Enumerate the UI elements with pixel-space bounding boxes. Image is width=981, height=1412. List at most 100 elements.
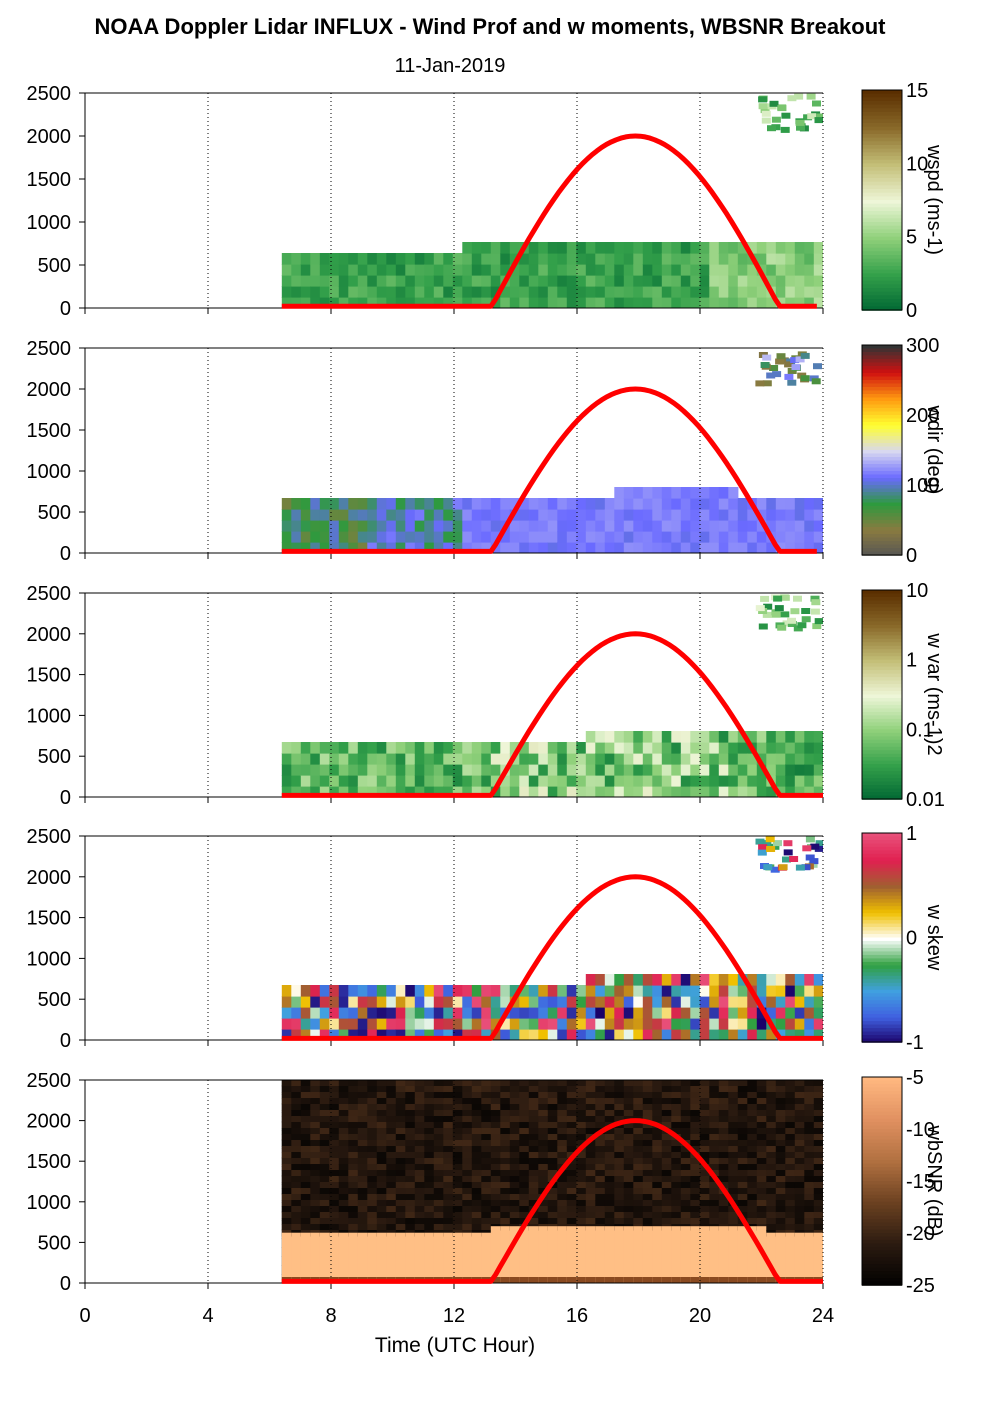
- colorbar-segment: [862, 366, 902, 371]
- colorbar-segment: [862, 902, 902, 907]
- colorbar: 0 100 200 300 wdir (deg): [861, 335, 945, 567]
- colorbar-segment: [862, 520, 902, 525]
- colorbar-segment: [862, 196, 902, 201]
- colorbar-segment: [862, 126, 902, 132]
- colorbar-segment: [862, 1187, 902, 1193]
- colorbar-segment: [862, 394, 902, 399]
- colorbar-segment: [862, 273, 902, 278]
- colorbar-tick-label: -10: [906, 1119, 935, 1141]
- colorbar-segment: [862, 207, 902, 212]
- colorbar-segment: [862, 836, 902, 841]
- colorbar-segment: [862, 404, 902, 409]
- colorbar-segment: [862, 940, 902, 946]
- colorbar-segment: [862, 1024, 902, 1029]
- colorbar-tick-label: 10: [906, 580, 928, 602]
- colorbar-segment: [862, 1080, 902, 1085]
- colorbar-tick-label: -1: [906, 1032, 924, 1054]
- colorbar-segment: [862, 753, 902, 758]
- colorbar-segment: [862, 645, 902, 651]
- colorbar-segment: [862, 551, 902, 556]
- colorbar-segment: [862, 1281, 902, 1286]
- panel-wspd: 0 500 1000 1500 2000 2500 0 5 10 15 wspd (ms-1): [27, 80, 946, 322]
- colorbar-segment: [862, 1236, 902, 1241]
- colorbar-segment: [862, 302, 902, 308]
- colorbar-segment: [862, 530, 902, 535]
- colorbar-segment: [862, 345, 902, 350]
- colorbar-segment: [862, 670, 902, 675]
- colorbar-segment: [862, 359, 902, 364]
- colorbar-segment: [862, 299, 902, 304]
- colorbar-frame: [861, 344, 903, 556]
- colorbar-segment: [862, 590, 902, 595]
- y-tick-label: 2000: [27, 1111, 72, 1133]
- colorbar-segment: [862, 673, 902, 678]
- colorbar-segment: [862, 485, 902, 490]
- y-tick-label: 2500: [27, 83, 72, 105]
- colorbar-segment: [862, 934, 902, 939]
- colorbar-segment: [862, 899, 902, 904]
- colorbar-segment: [862, 474, 902, 479]
- colorbar-segment: [862, 920, 902, 925]
- colorbar-tick-label: 10: [906, 153, 928, 175]
- colorbar-segment: [862, 718, 902, 724]
- sun-elevation-line: [281, 386, 817, 554]
- colorbar-segment: [862, 1118, 902, 1123]
- colorbar-segment: [862, 167, 902, 172]
- colorbar-segment: [862, 860, 902, 866]
- colorbar-segment: [862, 203, 902, 209]
- colorbar: 0 5 10 15 wspd (ms-1): [861, 80, 945, 322]
- colorbar-segment: [862, 1278, 902, 1283]
- colorbar-segment: [862, 1115, 902, 1120]
- colorbar-segment: [862, 638, 902, 644]
- colorbar-segment: [862, 411, 902, 416]
- y-tick-label: 2000: [27, 624, 72, 646]
- colorbar-segment: [862, 478, 902, 483]
- colorbar-segment: [862, 1028, 902, 1033]
- colorbar-segment: [862, 1097, 902, 1103]
- colorbar-segment: [862, 1264, 902, 1269]
- colorbar-segment: [862, 97, 902, 102]
- colorbar-segment: [862, 1271, 902, 1276]
- colorbar-segment: [862, 1226, 902, 1231]
- y-tick-label: 1500: [27, 908, 72, 930]
- colorbar-segment: [862, 1111, 902, 1116]
- heatmap-cells: [281, 351, 823, 553]
- colorbar-segment: [862, 850, 902, 855]
- colorbar-segment: [862, 895, 902, 900]
- colorbar-segment: [862, 200, 902, 205]
- colorbar-segment: [862, 607, 902, 612]
- colorbar-segment: [862, 937, 902, 942]
- colorbar-segment: [862, 236, 902, 242]
- colorbar-segment: [862, 513, 902, 518]
- colorbar-segment: [862, 1246, 902, 1252]
- colorbar-segment: [862, 593, 902, 598]
- colorbar-segment: [862, 408, 902, 413]
- colorbar-segment: [862, 189, 902, 194]
- colorbar-label: wspd (ms-1): [923, 144, 945, 255]
- panel-wdir: 0 500 1000 1500 2000 2500 0 100 200 300 wdir (deg): [27, 335, 946, 567]
- colorbar-segment: [862, 1156, 902, 1161]
- figure-title: NOAA Doppler Lidar INFLUX - Wind Prof an…: [94, 14, 886, 39]
- colorbar-segment: [862, 792, 902, 797]
- colorbar-segment: [862, 488, 902, 493]
- colorbar-segment: [862, 833, 902, 838]
- colorbar-segment: [862, 258, 902, 264]
- colorbar-segment: [862, 1021, 902, 1026]
- y-tick-label: 500: [38, 255, 71, 277]
- colorbar-segment: [862, 975, 902, 981]
- colorbar-segment: [862, 760, 902, 765]
- colorbar-segment: [862, 736, 902, 741]
- colorbar-segment: [862, 916, 902, 921]
- colorbar-segment: [862, 743, 902, 748]
- colorbar-segment: [862, 1205, 902, 1210]
- colorbar-tick-label: 5: [906, 227, 917, 249]
- colorbar-segment: [862, 1160, 902, 1165]
- colorbar-segment: [862, 1222, 902, 1227]
- colorbar-segment: [862, 715, 902, 720]
- colorbar-label: w var (ms-1)2: [923, 632, 945, 755]
- colorbar-segment: [862, 1260, 902, 1265]
- colorbar-segment: [862, 218, 902, 223]
- y-tick-label: 0: [60, 787, 71, 809]
- colorbar-segment: [862, 156, 902, 161]
- colorbar: 0.01 0.1 1 10 w var (ms-1)2: [861, 580, 945, 811]
